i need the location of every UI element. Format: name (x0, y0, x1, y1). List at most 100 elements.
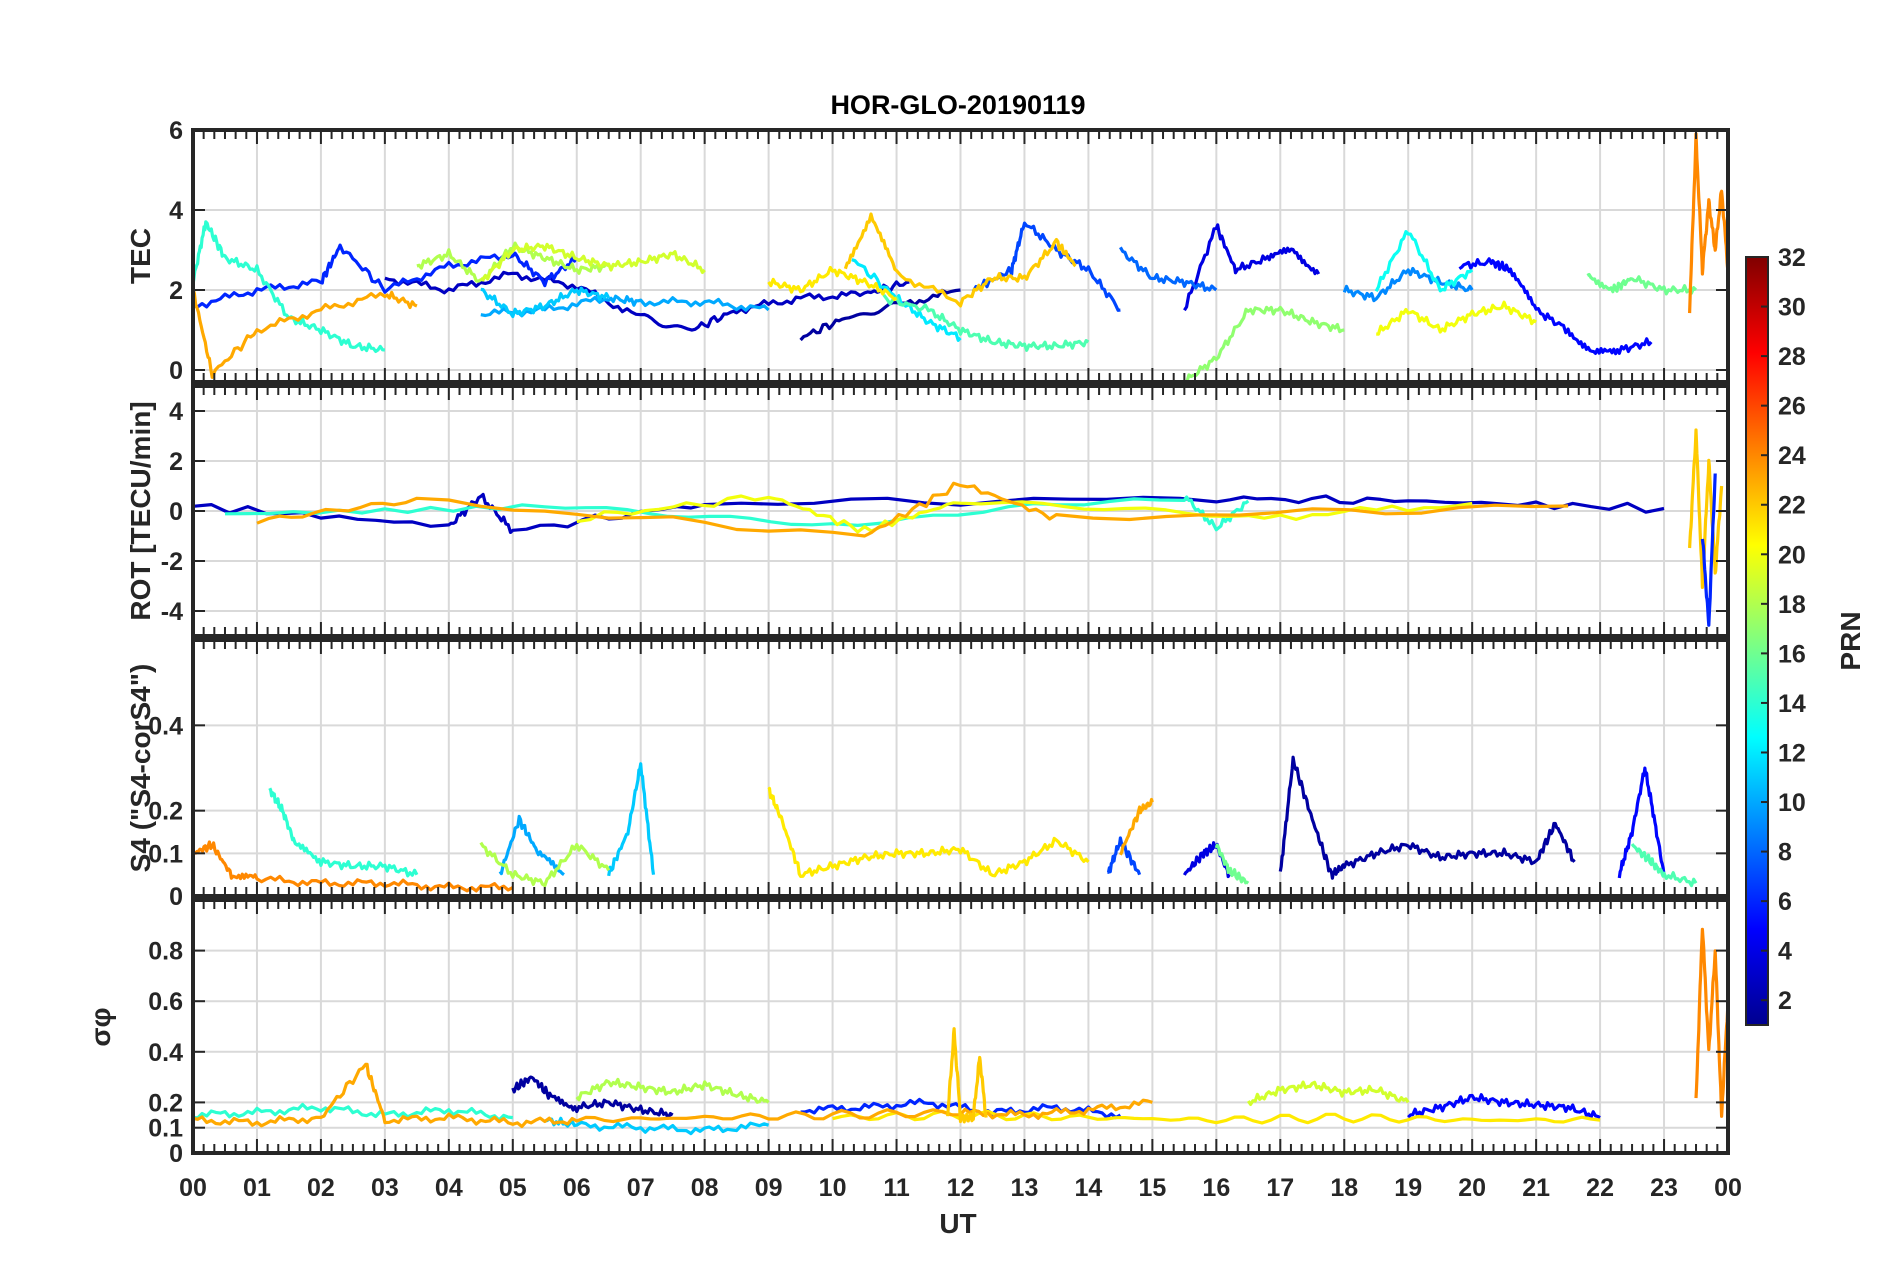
x-tick-label: 17 (1266, 1174, 1294, 1202)
series-prn-14 (193, 1102, 513, 1122)
series-prn-23 (1118, 797, 1154, 856)
series-prn-10 (498, 814, 565, 876)
colorbar-tick-label: 2 (1778, 987, 1792, 1015)
colorbar-tick-label: 10 (1778, 789, 1806, 817)
series-prn-19 (1246, 1080, 1410, 1107)
y-tick-label: 0.2 (148, 1089, 183, 1117)
y-tick-label: 0 (169, 883, 183, 911)
colorbar-tick-label: 30 (1778, 294, 1806, 322)
colorbar-tick-label: 6 (1778, 888, 1792, 916)
series-prn-14 (268, 787, 419, 878)
colorbar-label: PRN (1835, 611, 1866, 670)
x-tick-label: 03 (371, 1174, 399, 1202)
series-prn-15 (882, 293, 1090, 352)
series-prn-3 (384, 270, 910, 332)
series-prn-24 (1694, 927, 1728, 1118)
y-tick-label: 0 (169, 498, 183, 526)
y-tick-label: 0.4 (148, 712, 183, 740)
colorbar-tick-label: 24 (1778, 442, 1806, 470)
series-prn-7 (1106, 836, 1142, 876)
y-tick-label: 4 (169, 197, 183, 225)
colorbar-tick-label: 20 (1778, 541, 1806, 569)
x-tick-label: 06 (563, 1174, 591, 1202)
y-tick-label: 0.4 (148, 1039, 183, 1067)
series-prn-12 (851, 258, 962, 342)
x-tick-label: 05 (499, 1174, 527, 1202)
x-tick-label: 19 (1394, 1174, 1422, 1202)
y-tick-label: 2 (169, 448, 183, 476)
series-prn-5 (1458, 257, 1653, 356)
series-prn-5 (1407, 1093, 1601, 1120)
y-tick-label: 0.1 (148, 1115, 183, 1143)
x-tick-label: 18 (1330, 1174, 1358, 1202)
y-tick-label: -2 (161, 548, 183, 576)
x-axis-label: UT (939, 1208, 976, 1239)
panel-1: 0 2 4 6 TEC (125, 117, 1730, 385)
series-prn-21 (767, 265, 898, 302)
series-prn-20 (1376, 300, 1537, 336)
x-axis: 00 01 02 03 04 05 06 07 08 09 10 11 12 13 14 15 16 17 18 19… (179, 1174, 1742, 1202)
x-tick-label: 00 (1714, 1174, 1742, 1202)
series-prn-13 (1374, 230, 1474, 293)
x-tick-label: 13 (1011, 1174, 1039, 1202)
series-prn-18 (479, 841, 611, 888)
colorbar-tick-label: 14 (1778, 690, 1806, 718)
series-prn-2 (511, 1075, 674, 1120)
series-prn-6 (1700, 473, 1717, 627)
colorbar-tick-label: 4 (1778, 938, 1792, 966)
series-prn-15 (1630, 843, 1698, 888)
y-tick-label: 6 (169, 117, 183, 145)
x-tick-label: 12 (947, 1174, 975, 1202)
y-tick-label: 0.2 (148, 798, 183, 826)
panel-2: -4 -2 0 2 4 ROT [TECU/min] (125, 384, 1730, 638)
x-tick-label: 21 (1522, 1174, 1550, 1202)
colorbar-gradient (1745, 256, 1769, 1026)
series-prn-17 (1184, 305, 1345, 382)
x-tick-label: 07 (627, 1174, 655, 1202)
series-prn-14 (193, 220, 386, 353)
y-axis-label: σφ (85, 1007, 116, 1046)
series-prn-23 (193, 1062, 1153, 1129)
x-tick-label: 15 (1138, 1174, 1166, 1202)
series-prn-19 (479, 242, 706, 282)
y-tick-label: 0 (169, 1140, 183, 1168)
series-prn-6 (193, 243, 579, 309)
series-prn-5 (1617, 766, 1666, 879)
series-prn-11 (480, 286, 611, 319)
x-tick-label: 10 (819, 1174, 847, 1202)
x-tick-label: 11 (883, 1174, 910, 1202)
series-prn-23 (256, 481, 1569, 538)
series-prn-24 (193, 840, 514, 893)
colorbar-tick-label: 18 (1778, 591, 1806, 619)
x-tick-label: 01 (243, 1174, 271, 1202)
colorbar-tick-label: 16 (1778, 640, 1806, 668)
series-prn-4 (1183, 223, 1321, 312)
y-axis-label: TEC (125, 228, 156, 284)
colorbar-tick-label: 12 (1778, 739, 1806, 767)
x-tick-label: 22 (1586, 1174, 1614, 1202)
chart-title: HOR-GLO-20190119 (830, 90, 1085, 120)
x-tick-label: 08 (691, 1174, 719, 1202)
series-prn-21 (767, 786, 1090, 879)
y-tick-label: 0.6 (148, 988, 183, 1016)
panel-4: 00.10.2 0.4 0.6 0.8 σφ (85, 898, 1730, 1168)
y-tick-label: 0 (169, 357, 183, 385)
y-tick-label: 2 (169, 277, 183, 305)
x-tick-label: 16 (1202, 1174, 1230, 1202)
panel-series (193, 755, 1698, 893)
colorbar-tick-label: 22 (1778, 492, 1806, 520)
series-prn-2 (1278, 755, 1576, 880)
y-axis-label: S4 ("S4-corS4") (125, 664, 156, 873)
x-tick-label: 09 (755, 1174, 783, 1202)
series-prn-7 (971, 221, 1121, 312)
colorbar-tick-label: 8 (1778, 839, 1792, 867)
series-prn-2 (799, 288, 961, 342)
x-tick-label: 04 (435, 1174, 463, 1202)
y-tick-label: 0.8 (148, 938, 183, 966)
y-tick-label: -4 (161, 598, 183, 626)
series-prn-9 (1342, 266, 1474, 303)
y-tick-label: 0.1 (148, 840, 183, 868)
series-prn-16 (1214, 843, 1250, 885)
